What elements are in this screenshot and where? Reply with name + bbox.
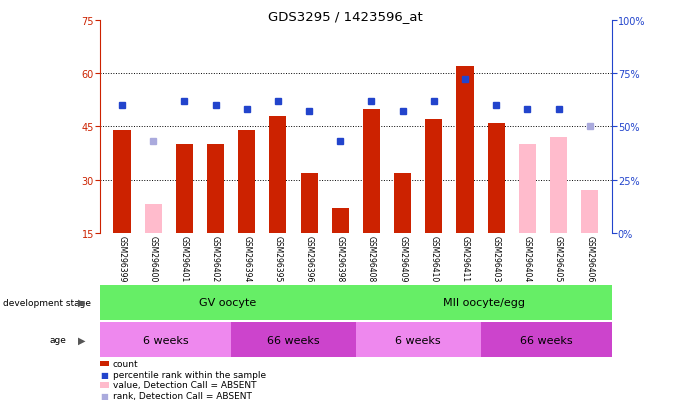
Bar	[332, 209, 349, 233]
Bar	[457, 67, 473, 233]
Text: GSM296409: GSM296409	[398, 236, 407, 282]
Text: GSM296401: GSM296401	[180, 236, 189, 282]
Text: value, Detection Call = ABSENT: value, Detection Call = ABSENT	[113, 380, 256, 389]
Text: GSM296400: GSM296400	[149, 236, 158, 282]
Text: 66 weeks: 66 weeks	[520, 335, 572, 345]
Text: ▶: ▶	[78, 297, 85, 308]
Text: 66 weeks: 66 weeks	[267, 335, 320, 345]
Text: percentile rank within the sample: percentile rank within the sample	[113, 370, 266, 379]
Bar	[207, 145, 224, 233]
Text: 6 weeks: 6 weeks	[143, 335, 189, 345]
Text: GSM296403: GSM296403	[492, 236, 501, 282]
Text: GSM296398: GSM296398	[336, 236, 345, 282]
Bar	[100, 285, 356, 320]
Bar	[176, 145, 193, 233]
Text: GSM296406: GSM296406	[585, 236, 594, 282]
Text: 6 weeks: 6 weeks	[395, 335, 441, 345]
Bar	[363, 109, 380, 233]
Bar	[394, 173, 411, 233]
Bar	[113, 131, 131, 233]
Bar	[269, 116, 287, 233]
Bar	[301, 173, 318, 233]
Bar	[550, 138, 567, 233]
Text: ▶: ▶	[78, 335, 85, 345]
Text: GSM296405: GSM296405	[554, 236, 563, 282]
Text: rank, Detection Call = ABSENT: rank, Detection Call = ABSENT	[113, 391, 252, 400]
Text: age: age	[50, 335, 66, 344]
Text: MII oocyte/egg: MII oocyte/egg	[443, 297, 524, 308]
Bar	[425, 120, 442, 233]
Bar	[488, 123, 504, 233]
Text: GSM296396: GSM296396	[305, 236, 314, 282]
Text: development stage: development stage	[3, 298, 91, 307]
Bar	[100, 322, 231, 357]
Bar	[519, 145, 536, 233]
Text: GSM296410: GSM296410	[429, 236, 438, 282]
Bar	[144, 205, 162, 233]
Bar	[581, 191, 598, 233]
Text: GSM296411: GSM296411	[460, 236, 469, 282]
Bar	[480, 322, 612, 357]
Text: GSM296402: GSM296402	[211, 236, 220, 282]
Bar	[238, 131, 255, 233]
Text: GSM296408: GSM296408	[367, 236, 376, 282]
Text: GV oocyte: GV oocyte	[200, 297, 256, 308]
Text: count: count	[113, 359, 138, 368]
Text: ■: ■	[101, 391, 108, 400]
Text: GSM296404: GSM296404	[523, 236, 532, 282]
Bar	[356, 322, 480, 357]
Text: GSM296394: GSM296394	[243, 236, 252, 282]
Bar	[231, 322, 356, 357]
Text: GSM296395: GSM296395	[274, 236, 283, 282]
Text: ■: ■	[101, 370, 108, 379]
Bar	[356, 285, 612, 320]
Text: GDS3295 / 1423596_at: GDS3295 / 1423596_at	[268, 10, 423, 23]
Text: GSM296399: GSM296399	[117, 236, 126, 282]
